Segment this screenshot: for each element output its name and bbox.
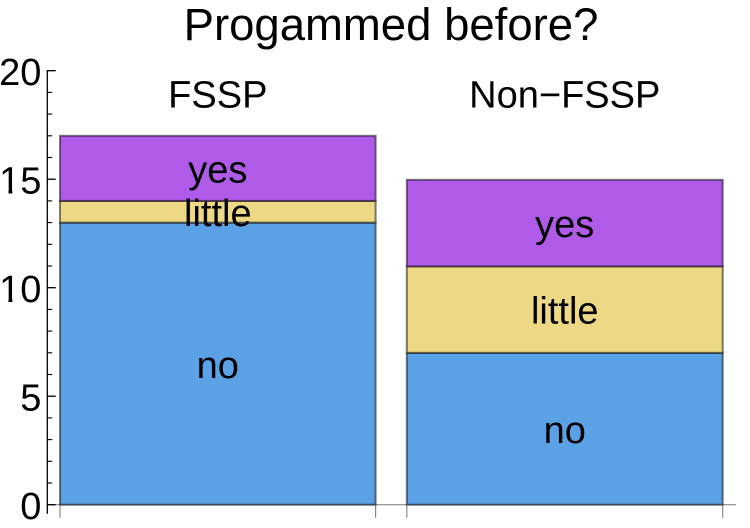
svg-text:little: little [184, 193, 252, 235]
svg-text:10: 10 [0, 269, 41, 311]
svg-text:no: no [197, 345, 239, 387]
svg-text:yes: yes [535, 204, 594, 246]
svg-text:Progammed before?: Progammed before? [184, 0, 599, 50]
svg-text:yes: yes [188, 150, 247, 192]
svg-text:FSSP: FSSP [168, 74, 267, 116]
svg-text:no: no [544, 410, 586, 452]
svg-text:20: 20 [0, 52, 41, 94]
svg-text:5: 5 [20, 378, 41, 420]
svg-text:0: 0 [20, 486, 41, 528]
svg-text:15: 15 [0, 161, 41, 203]
svg-text:Non−FSSP: Non−FSSP [469, 74, 660, 116]
svg-text:little: little [531, 291, 599, 333]
